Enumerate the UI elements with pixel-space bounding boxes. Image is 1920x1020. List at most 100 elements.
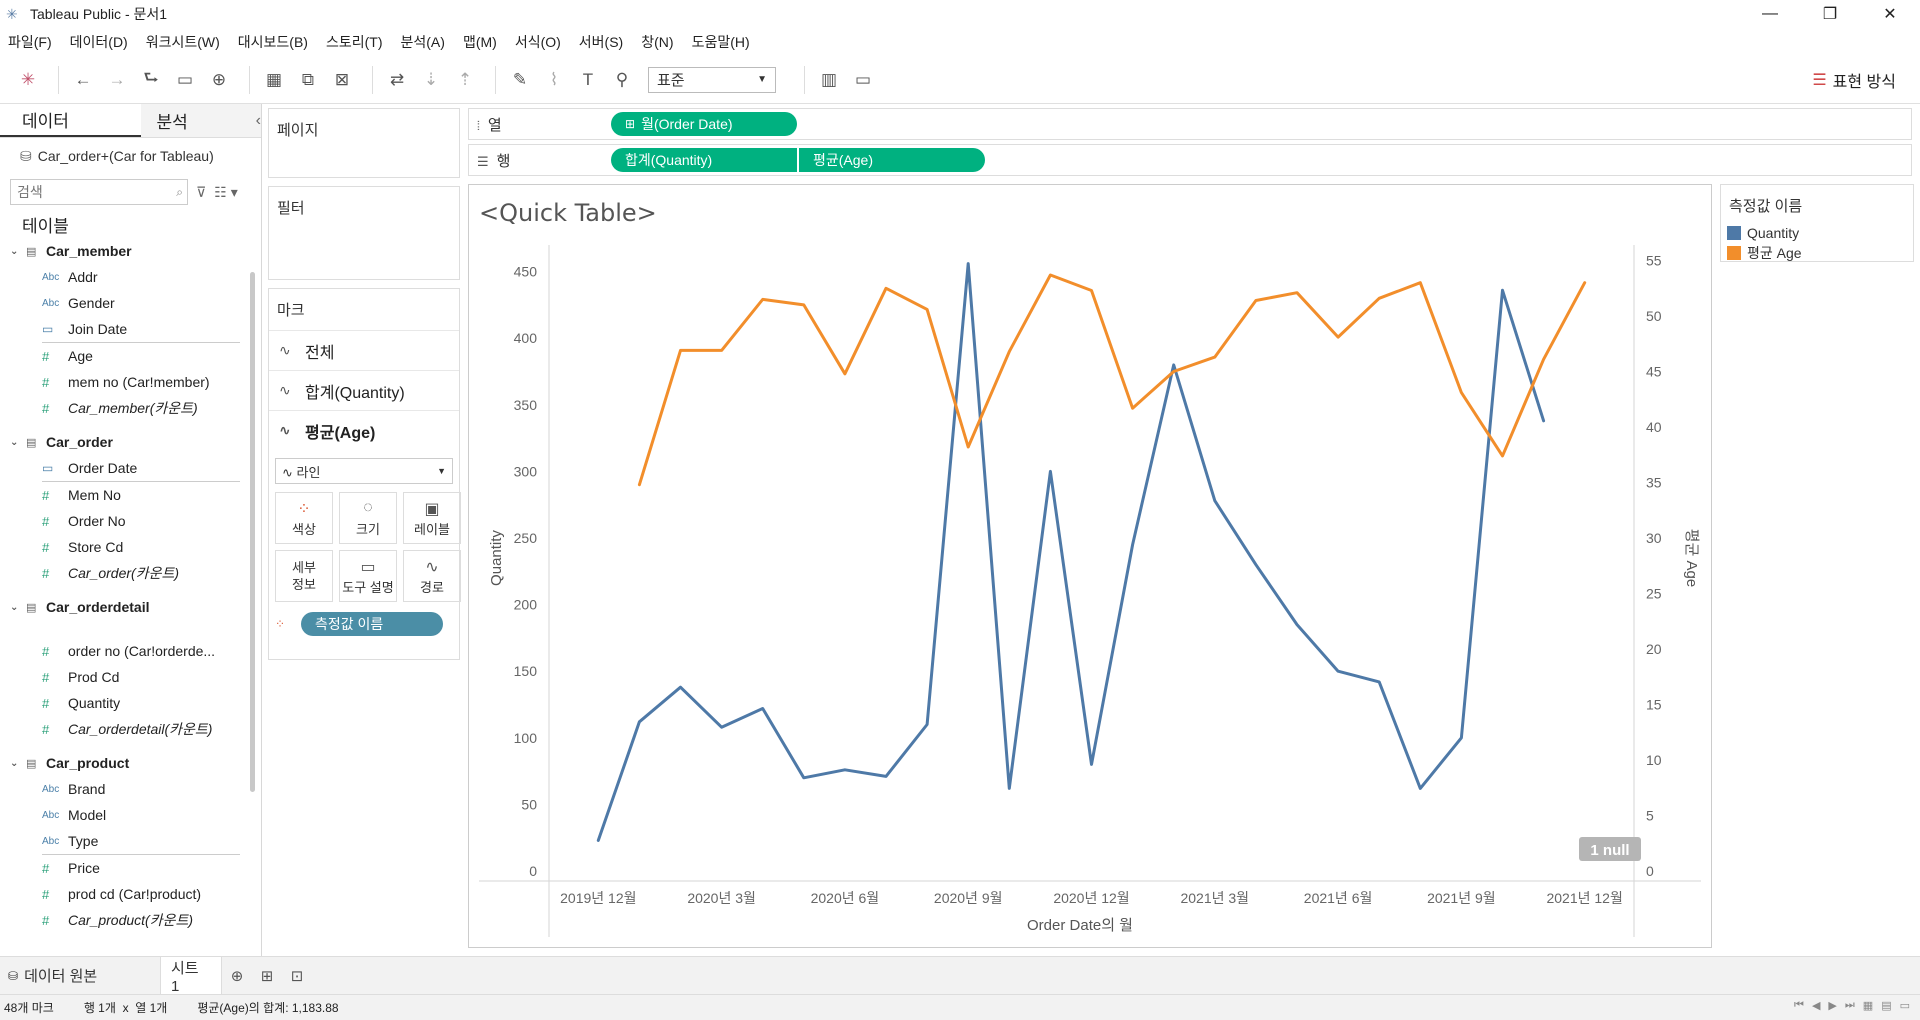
new-datasource-icon[interactable]: ⊕ bbox=[211, 69, 227, 89]
field-item[interactable]: # Price bbox=[0, 855, 261, 881]
tableau-home-icon[interactable]: ✳ bbox=[20, 69, 36, 89]
pages-shelf[interactable]: 페이지 bbox=[268, 108, 460, 178]
redo-dropdown-icon[interactable]: ⮑ bbox=[143, 68, 159, 87]
menu-item[interactable]: 서버(S) bbox=[578, 34, 624, 50]
size-card[interactable]: ◌ 크기 bbox=[339, 492, 397, 544]
menu-item[interactable]: 워크시트(W) bbox=[145, 34, 220, 50]
field-item[interactable]: Abc Addr bbox=[0, 264, 261, 290]
show-labels-icon[interactable]: T bbox=[582, 69, 594, 89]
sort-descending-icon[interactable]: ⇡ bbox=[457, 69, 473, 89]
detail-card[interactable]: 세부 정보 bbox=[275, 550, 333, 602]
field-item[interactable]: # Car_order(카운트) bbox=[0, 560, 261, 586]
columns-shelf[interactable]: ⦙ 열 ⊞ 월(Order Date) bbox=[468, 108, 1912, 140]
data-pane-scrollbar[interactable] bbox=[250, 272, 255, 792]
new-story-tab-icon[interactable]: ⊡ bbox=[290, 967, 304, 985]
first-sheet-icon[interactable]: ⏮ bbox=[1794, 999, 1804, 1011]
table-header[interactable]: ⌄ ▤ Car_orderdetail bbox=[0, 594, 261, 620]
fit-select[interactable]: 표준 ▼ bbox=[648, 66, 776, 93]
color-card[interactable]: ⁘ 색상 bbox=[275, 492, 333, 544]
field-item[interactable]: # mem no (Car!member) bbox=[0, 369, 261, 395]
field-item[interactable]: ▭ Order Date bbox=[0, 455, 261, 481]
field-item[interactable]: ▭ Join Date bbox=[0, 316, 261, 342]
measure-names-pill[interactable]: 측정값 이름 bbox=[301, 612, 443, 636]
sheet-tab-1[interactable]: 시트 1 bbox=[160, 956, 222, 995]
legend-item-quantity[interactable]: Quantity bbox=[1721, 223, 1913, 243]
last-sheet-icon[interactable]: ⏭ bbox=[1844, 999, 1855, 1011]
prev-sheet-icon[interactable]: ◀ bbox=[1811, 1000, 1821, 1012]
order-date-month-pill[interactable]: ⊞ 월(Order Date) bbox=[611, 112, 797, 136]
sum-quantity-pill[interactable]: 합계(Quantity) bbox=[611, 148, 797, 172]
field-item[interactable]: Abc Model bbox=[0, 802, 261, 828]
menu-item[interactable]: 대시보드(B) bbox=[237, 34, 308, 50]
new-worksheet-icon[interactable]: ▦ bbox=[265, 69, 283, 89]
table-header[interactable]: ⌄ ▤ Car_member bbox=[0, 238, 261, 264]
table-header[interactable]: ⌄ ▤ Car_order bbox=[0, 429, 261, 455]
field-item[interactable]: Abc Brand bbox=[0, 776, 261, 802]
filters-shelf[interactable]: 필터 bbox=[268, 186, 460, 280]
mark-type-select[interactable]: ∿ 라인 ▼ bbox=[275, 458, 453, 484]
pin-icon[interactable]: ⚲ bbox=[615, 69, 629, 89]
film-strip-icon[interactable]: ▤ bbox=[1881, 1000, 1892, 1012]
field-item[interactable]: # Car_product(카운트) bbox=[0, 907, 261, 933]
close-button[interactable]: ✕ bbox=[1883, 6, 1897, 23]
group-icon[interactable]: ⌇ bbox=[549, 69, 559, 89]
path-card[interactable]: ∿ 경로 bbox=[403, 550, 461, 602]
menu-item[interactable]: 창(N) bbox=[641, 34, 674, 50]
menu-item[interactable]: 도움말(H) bbox=[691, 34, 750, 50]
menu-item[interactable]: 서식(O) bbox=[514, 34, 561, 50]
marks-tab-age[interactable]: ∿ 평균(Age) bbox=[269, 410, 459, 450]
legend-item-age[interactable]: 평균 Age bbox=[1721, 243, 1913, 263]
field-item[interactable]: # Order No bbox=[0, 508, 261, 534]
swap-icon[interactable]: ⇄ bbox=[389, 69, 405, 89]
label-card[interactable]: ▣ 레이블 bbox=[403, 492, 461, 544]
filter-icon[interactable]: ⊽ bbox=[196, 183, 207, 200]
view-options-icon[interactable]: ☷ ▾ bbox=[214, 183, 238, 200]
field-item[interactable]: Abc Type bbox=[0, 828, 261, 854]
new-worksheet-tab-icon[interactable]: ⊕ bbox=[230, 967, 244, 985]
datasource-tab[interactable]: ⛁ 데이터 원본 bbox=[0, 957, 160, 995]
menu-item[interactable]: 파일(F) bbox=[8, 34, 52, 50]
field-item[interactable]: # Mem No bbox=[0, 482, 261, 508]
new-dashboard-tab-icon[interactable]: ⊞ bbox=[260, 967, 274, 985]
show-cards-icon[interactable]: ▥ bbox=[820, 69, 838, 89]
menu-item[interactable]: 스토리(T) bbox=[325, 34, 383, 50]
redo-icon[interactable]: → bbox=[108, 69, 126, 89]
tooltip-card[interactable]: ▭ 도구 설명 bbox=[339, 550, 397, 602]
save-icon[interactable]: ▭ bbox=[176, 69, 194, 89]
show-me-button[interactable]: ☰ 표현 방식 bbox=[1812, 68, 1896, 92]
tab-data[interactable]: 데이터 bbox=[0, 104, 141, 137]
field-item[interactable]: # Quantity bbox=[0, 690, 261, 716]
y-right-tick-label: 0 bbox=[1646, 863, 1654, 879]
tabs-icon[interactable]: ▭ bbox=[1899, 1000, 1910, 1012]
avg-age-pill[interactable]: 평균(Age) bbox=[799, 148, 985, 172]
undo-icon[interactable]: ← bbox=[74, 69, 92, 89]
restore-button[interactable]: ❐ bbox=[1822, 6, 1838, 23]
field-item[interactable]: # Prod Cd bbox=[0, 664, 261, 690]
presentation-mode-icon[interactable]: ▭ bbox=[854, 69, 872, 89]
menu-item[interactable]: 데이터(D) bbox=[69, 34, 128, 50]
tab-analysis[interactable]: 분석 bbox=[140, 104, 256, 137]
sort-ascending-icon[interactable]: ⇣ bbox=[423, 69, 439, 89]
sheet-sorter-icon[interactable]: ▦ bbox=[1862, 1000, 1874, 1012]
marks-tab-quantity[interactable]: ∿ 합계(Quantity) bbox=[269, 370, 459, 410]
rows-shelf[interactable]: ☰ 행 합계(Quantity) 평균(Age) bbox=[468, 144, 1912, 176]
duplicate-sheet-icon[interactable]: ⧉ bbox=[301, 69, 315, 89]
table-header[interactable]: ⌄ ▤ Car_product bbox=[0, 750, 261, 776]
field-item[interactable]: # order no (Car!orderde... bbox=[0, 638, 261, 664]
collapse-pane-icon[interactable]: ‹ bbox=[255, 104, 261, 137]
field-item[interactable]: # Age bbox=[0, 343, 261, 369]
minimize-button[interactable]: — bbox=[1762, 5, 1778, 22]
datasource-item[interactable]: ⛁ Car_order+(Car for Tableau) bbox=[0, 138, 261, 174]
field-item[interactable]: # Car_member(카운트) bbox=[0, 395, 261, 421]
field-item[interactable]: Abc Gender bbox=[0, 290, 261, 316]
field-item[interactable]: # Store Cd bbox=[0, 534, 261, 560]
menu-item[interactable]: 분석(A) bbox=[400, 34, 445, 50]
marks-tab-all[interactable]: ∿ 전체 bbox=[269, 330, 459, 370]
menu-item[interactable]: 맵(M) bbox=[462, 34, 497, 50]
field-item[interactable]: # prod cd (Car!product) bbox=[0, 881, 261, 907]
clear-sheet-icon[interactable]: ⊠ bbox=[334, 69, 350, 89]
next-sheet-icon[interactable]: ▶ bbox=[1828, 1000, 1837, 1012]
highlight-icon[interactable]: ✎ bbox=[512, 69, 528, 89]
search-input[interactable] bbox=[17, 184, 157, 200]
field-item[interactable]: # Car_orderdetail(카운트) bbox=[0, 716, 261, 742]
